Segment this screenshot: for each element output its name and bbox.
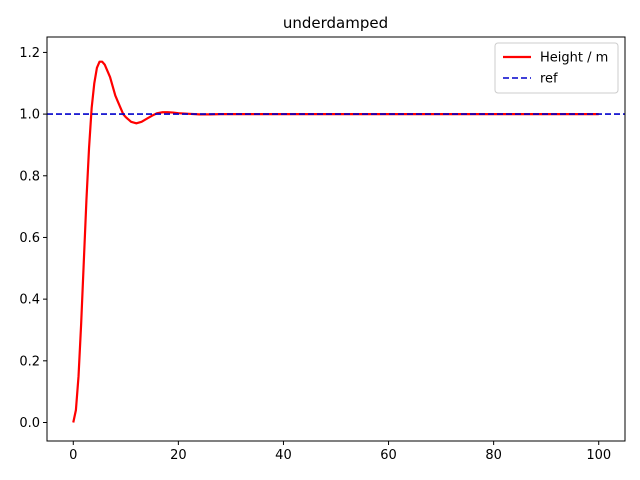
y-tick-label: 0.0 [19, 416, 40, 431]
legend: Height / m ref [494, 42, 619, 94]
legend-label-1: Height / m [540, 51, 608, 66]
y-tick-label: 1.0 [19, 108, 40, 123]
x-tick-label: 60 [380, 448, 397, 463]
x-tick-label: 100 [586, 448, 611, 463]
legend-label-2: ref [540, 72, 558, 87]
series-line-1 [72, 60, 599, 423]
axes: 0 20 40 60 80 100 0.0 0.2 0.4 0.6 0.8 1.0 1.2 [19, 36, 626, 463]
chart-title: underdamped [283, 14, 388, 32]
y-tick-label: 0.8 [19, 169, 40, 184]
axes-frame [46, 36, 626, 442]
x-tick-label: 20 [170, 448, 187, 463]
legend-box [494, 42, 619, 94]
x-tick-label: 80 [485, 448, 502, 463]
plot-area [47, 60, 625, 423]
x-tick-label: 0 [69, 448, 77, 463]
y-tick-label: 0.6 [19, 231, 40, 246]
y-tick-label: 0.2 [19, 354, 40, 369]
y-tick-label: 1.2 [19, 46, 40, 61]
y-tick-label: 0.4 [19, 293, 40, 308]
x-tick-label: 40 [275, 448, 292, 463]
